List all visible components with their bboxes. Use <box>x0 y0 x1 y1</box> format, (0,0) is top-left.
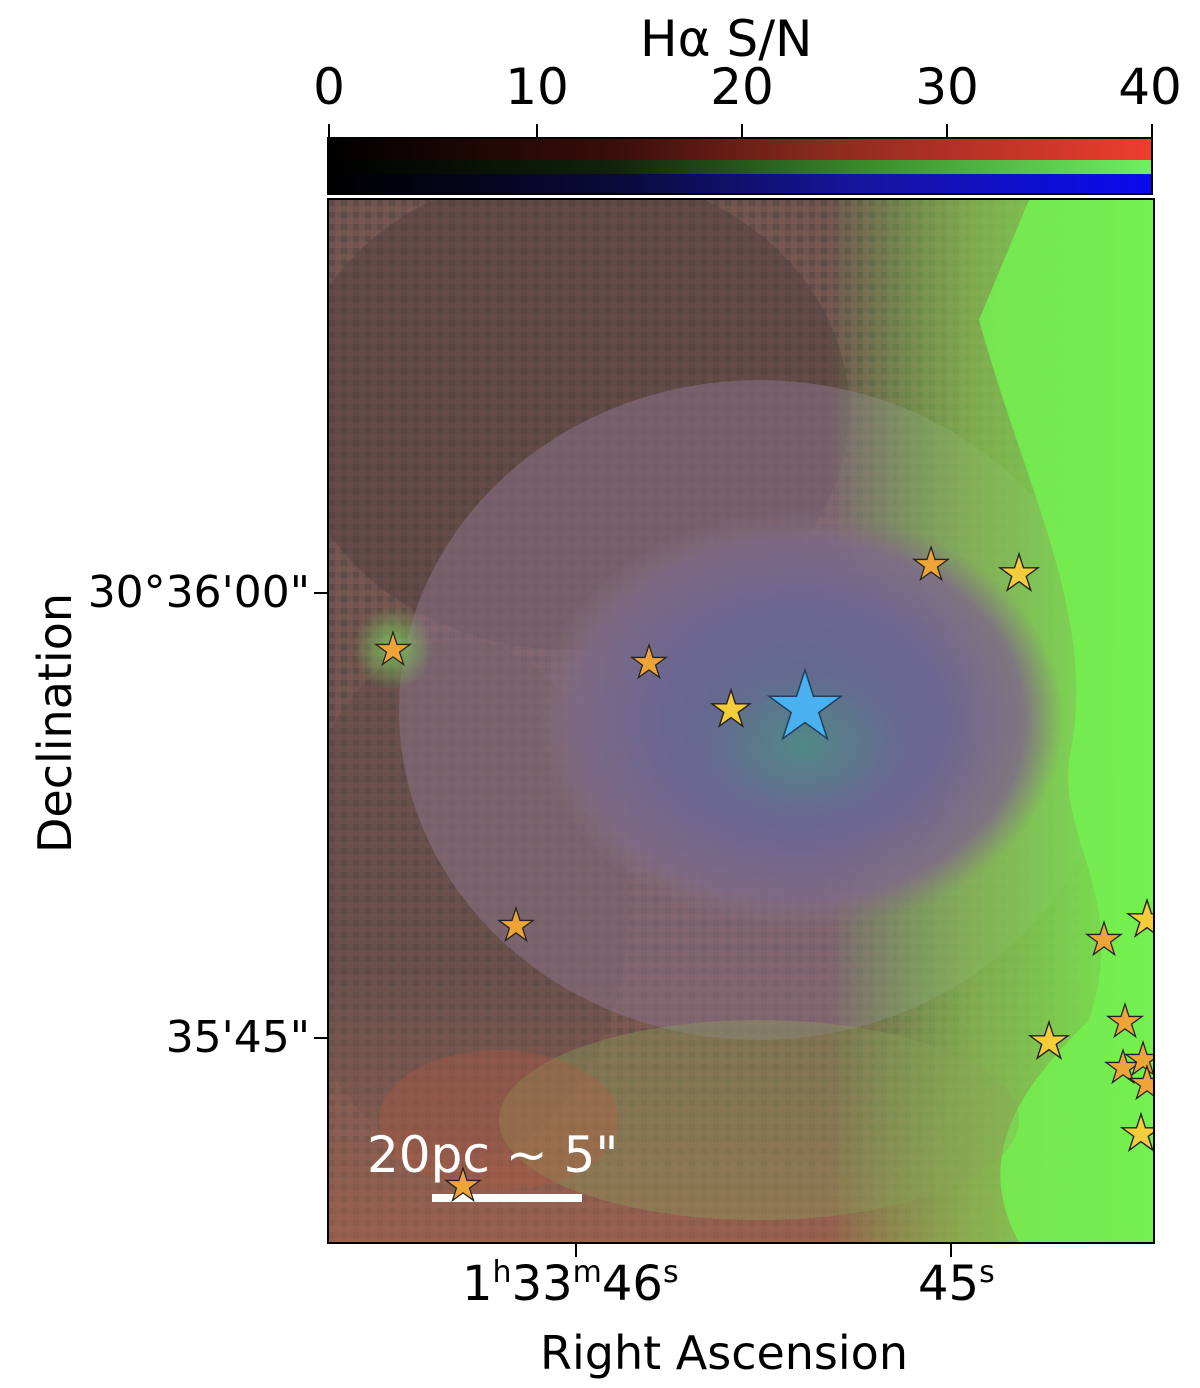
colorbar-title: Hα S/N <box>640 10 813 68</box>
star-icon <box>499 908 533 941</box>
colorbar-tick-label: 30 <box>915 58 979 116</box>
y-tick-mark <box>314 592 327 594</box>
colorbar-red-channel <box>329 139 1151 160</box>
y-tick-mark <box>314 1037 327 1039</box>
x-tick-mark <box>575 1244 577 1257</box>
colorbar-tick-label: 20 <box>710 58 774 116</box>
y-tick-label: 35'45" <box>165 1012 310 1063</box>
colorbar-tick-mark <box>536 124 538 137</box>
colorbar-tick-mark <box>1151 124 1153 137</box>
star-icon <box>376 632 410 665</box>
star-icon <box>1000 554 1038 590</box>
colorbar-tick-mark <box>328 124 330 137</box>
star-icon <box>1030 1022 1068 1058</box>
star-icon <box>1108 1004 1142 1037</box>
x-tick-label: 1h33m46s <box>462 1255 679 1312</box>
main-star-icon <box>769 670 841 739</box>
star-icon <box>632 645 666 678</box>
x-tick-label: 45s <box>918 1255 995 1312</box>
star-icon <box>712 690 750 726</box>
scale-bar-label: 20pc ~ 5" <box>367 1126 619 1184</box>
star-icon <box>1122 1114 1153 1150</box>
colorbar-tick-label: 40 <box>1118 58 1182 116</box>
colorbar-green-channel <box>329 160 1151 174</box>
y-axis-label: Declination <box>28 592 82 854</box>
colorbar-tick-mark <box>946 124 948 137</box>
x-axis-label: Right Ascension <box>540 1326 908 1380</box>
y-tick-label: 30°36'00" <box>87 567 310 618</box>
x-tick-mark <box>950 1244 952 1257</box>
rgb-emission-map: 20pc ~ 5" <box>327 198 1155 1244</box>
colorbar-tick-mark <box>741 124 743 137</box>
star-icon <box>1087 922 1121 955</box>
colorbar <box>327 137 1153 195</box>
colorbar-blue-channel <box>329 174 1151 193</box>
star-markers <box>329 200 1153 1242</box>
star-icon <box>1128 900 1153 936</box>
star-icon <box>914 547 948 580</box>
colorbar-tick-label: 10 <box>505 58 569 116</box>
star-icon <box>446 1168 480 1201</box>
colorbar-tick-label: 0 <box>313 58 345 116</box>
